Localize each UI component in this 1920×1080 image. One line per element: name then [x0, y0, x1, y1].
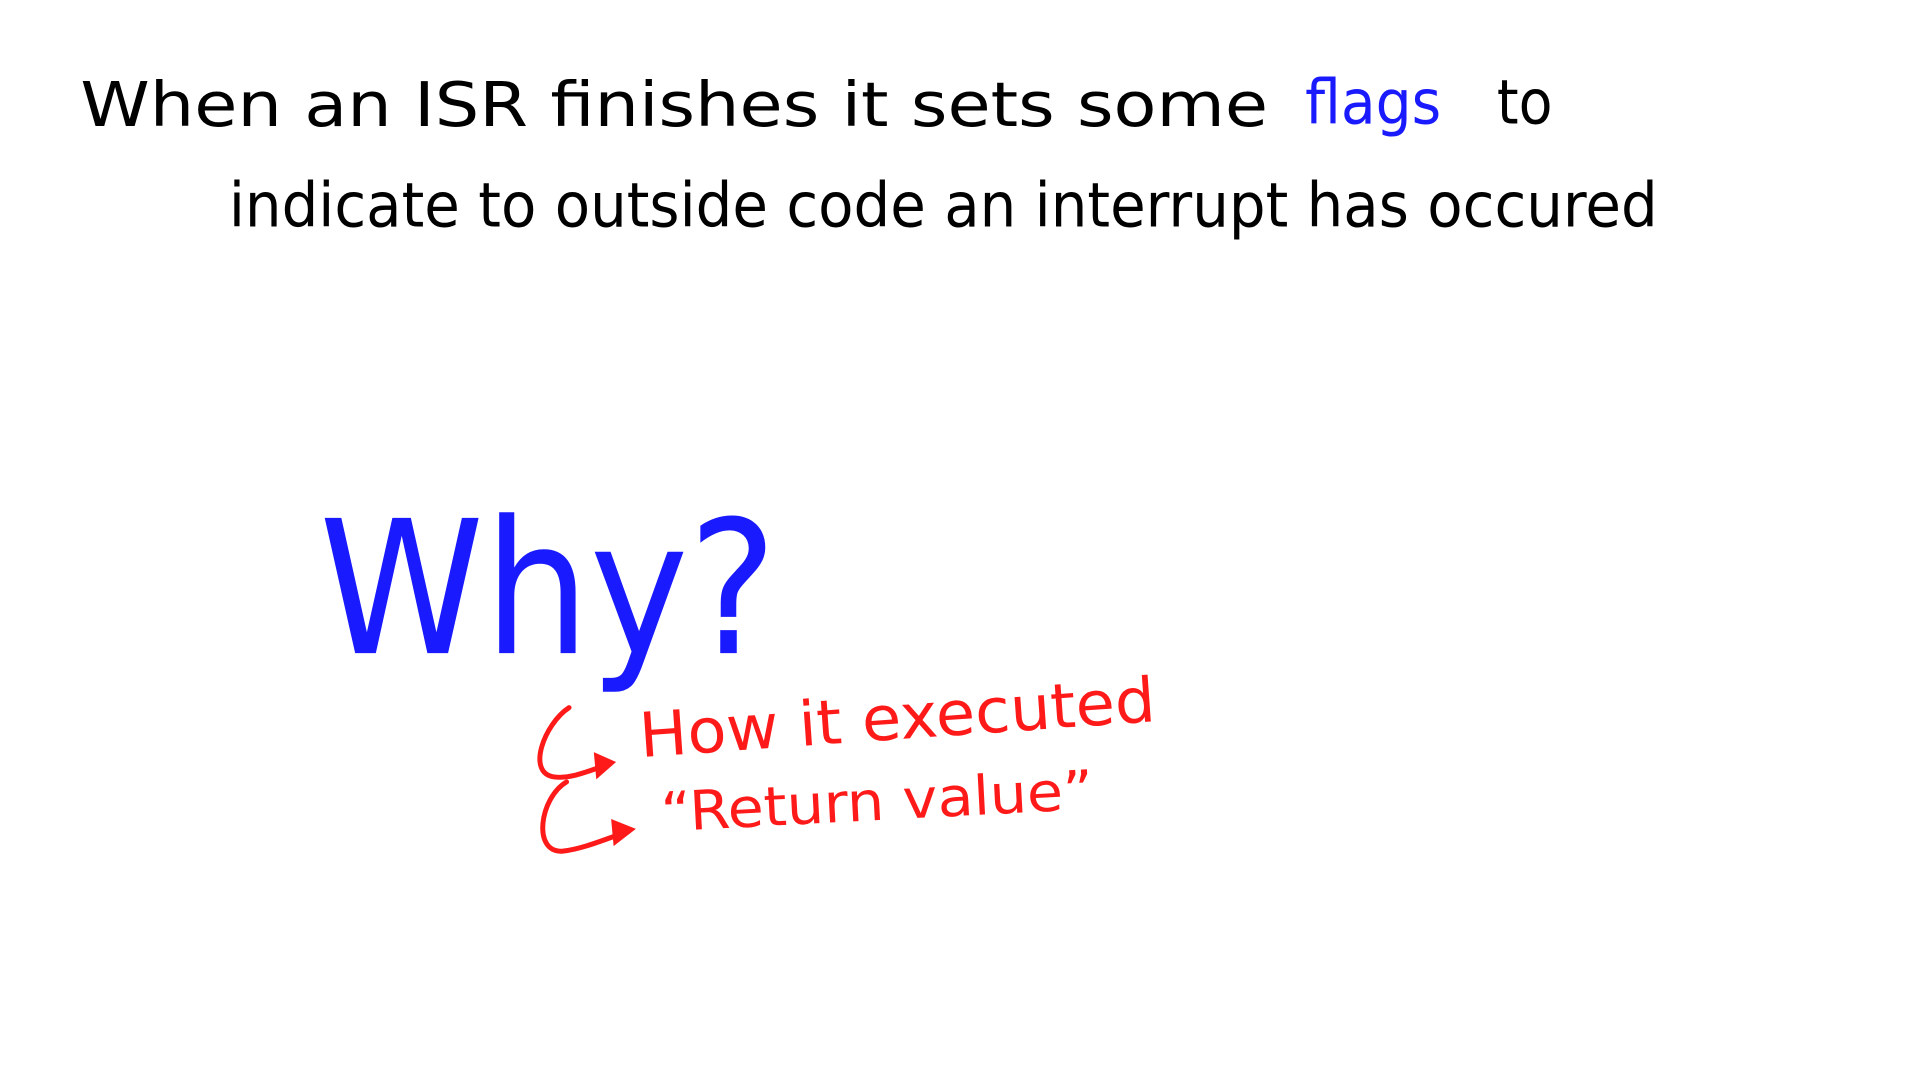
question: Why?: [319, 481, 777, 697]
note-highlight: flags: [1305, 67, 1441, 139]
arrow: [537, 705, 612, 780]
bracket-arrows: [537, 705, 631, 854]
arrow: [540, 779, 631, 854]
arrow-heads: [593, 752, 636, 847]
arrow-head: [611, 818, 636, 847]
note-line2: indicate to outside code an interrupt ha…: [229, 169, 1658, 241]
arrow-head: [593, 752, 617, 780]
note-line1-end: to: [1497, 67, 1553, 139]
note-line1: When an ISR finishes it sets some: [80, 69, 1268, 141]
